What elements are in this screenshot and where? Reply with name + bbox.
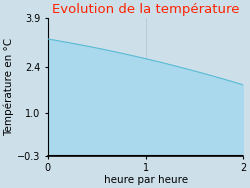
X-axis label: heure par heure: heure par heure — [104, 174, 188, 185]
Y-axis label: Température en °C: Température en °C — [4, 38, 14, 136]
Title: Evolution de la température: Evolution de la température — [52, 3, 239, 17]
